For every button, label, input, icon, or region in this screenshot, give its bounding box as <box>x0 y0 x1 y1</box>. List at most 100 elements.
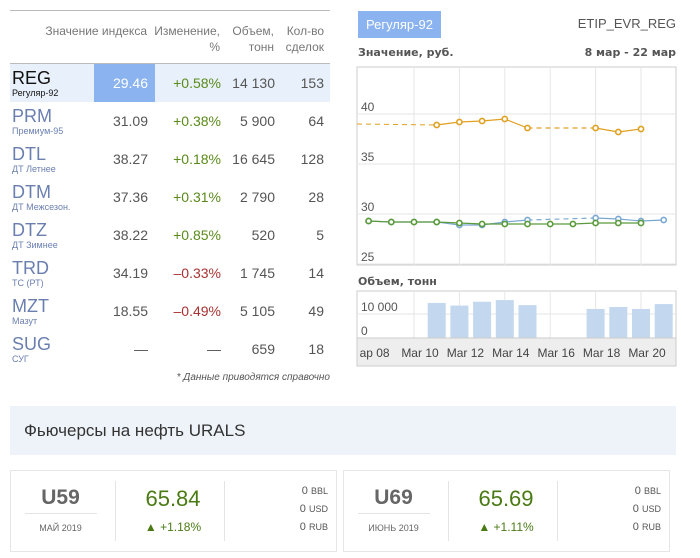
change-value: +0.58% <box>173 75 221 91</box>
index-value: 31.09 <box>112 113 148 129</box>
data-point-blue <box>660 216 668 224</box>
product-name: ТС (РТ) <box>12 278 44 288</box>
x-tick-label: Mar 18 <box>583 346 621 360</box>
data-point-green <box>501 220 509 228</box>
volume-value: 520 <box>251 227 275 243</box>
data-point-green <box>387 218 395 226</box>
contract-code: U69 <box>374 486 413 509</box>
change-value: +0.18% <box>173 151 221 167</box>
contract-price: 65.84 <box>145 486 201 511</box>
divider <box>25 513 97 514</box>
data-point-orange <box>637 125 645 133</box>
series-dash <box>356 123 437 126</box>
contract-price: 65.69 <box>478 486 534 511</box>
contract-change: ▲ +1.18% <box>144 520 202 534</box>
index-table: Значение индекса Изменение, % Объем, тон… <box>10 10 330 368</box>
volume-value: 5 105 <box>239 303 275 319</box>
contract-month: МАЙ 2019 <box>39 523 82 533</box>
data-point-green <box>478 220 486 228</box>
x-tick-label: ар 08 <box>360 346 390 360</box>
series-segment-green <box>459 222 483 225</box>
data-point-green <box>433 218 441 226</box>
series-segment-blue <box>595 217 619 220</box>
change-value: +0.38% <box>173 113 221 129</box>
product-code[interactable]: SUG <box>12 334 52 354</box>
product-code[interactable]: MZT <box>12 296 49 316</box>
product-code[interactable]: DTL <box>12 144 47 164</box>
product-code[interactable]: REG <box>12 68 52 88</box>
change-value: –0.33% <box>173 265 221 281</box>
product-code[interactable]: DTZ <box>12 220 47 240</box>
data-point-green <box>569 220 577 228</box>
deals-value: 28 <box>308 189 324 205</box>
product-name: ДТ Зимнее <box>12 240 58 250</box>
table-row-trd[interactable]: TRD ТС (РТ) 34.19 –0.33% 1 745 14 <box>10 254 330 292</box>
product-name: Мазут <box>12 316 38 326</box>
y-tick-label: 40 <box>361 100 375 114</box>
data-point-green <box>455 219 463 227</box>
index-value: 38.27 <box>112 151 148 167</box>
table-row-prm[interactable]: PRM Премиум-95 31.09 +0.38% 5 900 64 <box>10 102 330 140</box>
y-tick-label: 25 <box>361 250 375 264</box>
volume-bar <box>609 307 628 338</box>
series-segment-blue <box>640 219 664 222</box>
series-segment-green <box>368 220 392 223</box>
x-tick-label: Mar 20 <box>628 346 666 360</box>
table-row-dtm[interactable]: DTM ДТ Межсезон. 37.36 +0.31% 2 790 28 <box>10 178 330 216</box>
table-row-dtz[interactable]: DTZ ДТ Зимнее 38.22 +0.85% 520 5 <box>10 216 330 254</box>
divider <box>358 513 430 514</box>
volume-bar <box>654 304 673 338</box>
data-point-green <box>524 220 531 228</box>
header-deals: Кол-во сделок <box>285 24 324 54</box>
product-badge: Регуляр-92 <box>358 11 441 38</box>
volume-value: 2 790 <box>239 189 275 205</box>
data-point-green <box>546 220 554 228</box>
deals-value: 49 <box>308 303 324 319</box>
index-value: 37.36 <box>112 189 148 205</box>
table-row-reg[interactable]: REG Регуляр-92 29.46 +0.58% 14 130 153 <box>10 64 330 102</box>
product-code[interactable]: DTM <box>12 182 51 202</box>
product-code[interactable]: PRM <box>12 106 52 126</box>
change-value: +0.31% <box>173 189 221 205</box>
data-point-orange <box>592 124 599 132</box>
x-tick-label: Mar 12 <box>447 346 485 360</box>
volume-tick-label: 0 <box>361 324 368 338</box>
series-segment-orange <box>482 118 505 122</box>
product-name: Премиум-95 <box>12 126 64 136</box>
product-code[interactable]: TRD <box>12 258 49 278</box>
product-name: ДТ Межсезон. <box>12 202 71 212</box>
data-point-orange <box>501 115 509 123</box>
balance-usd: 0 USD <box>299 503 328 515</box>
series-segment-orange <box>436 121 460 126</box>
product-name: ДТ Летнее <box>12 164 56 174</box>
table-row-sug[interactable]: SUG СУГ — — 659 18 <box>10 330 330 368</box>
futures-card-u59[interactable]: U59 МАЙ 2019 65.84 ▲ +1.18% 0 BBL 0 USD 0 … <box>10 470 337 552</box>
series-segment-blue <box>504 219 528 223</box>
header-volume: Объем, тонн <box>232 24 274 54</box>
change-value: — <box>207 341 221 357</box>
index-value: 34.19 <box>112 265 148 281</box>
deals-value: 128 <box>300 151 324 167</box>
change-value: –0.49% <box>173 303 221 319</box>
volume-bar <box>495 300 514 338</box>
value-chart-label: Значение, руб. <box>358 46 454 59</box>
futures-card-u69[interactable]: U69 ИЮНЬ 2019 65.69 ▲ +1.11% 0 BBL 0 USD 0… <box>343 470 670 552</box>
series-segment-orange <box>595 127 619 133</box>
deals-value: 14 <box>308 265 324 281</box>
table-row-dtl[interactable]: DTL ДТ Летнее 38.27 +0.18% 16 645 128 <box>10 140 330 178</box>
x-axis-navigator <box>356 337 677 367</box>
header-change: Изменение, % <box>154 24 220 54</box>
index-value: 18.55 <box>112 303 148 319</box>
volume-value: 1 745 <box>239 265 275 281</box>
data-point-orange <box>524 124 531 132</box>
deals-value: 153 <box>300 75 324 91</box>
date-range: 8 мар - 22 мар <box>584 46 676 59</box>
y-tick-label: 30 <box>361 200 375 214</box>
deals-value: 18 <box>308 341 324 357</box>
series-segment-orange <box>504 118 528 129</box>
table-row-mzt[interactable]: MZT Мазут 18.55 –0.49% 5 105 49 <box>10 292 330 330</box>
x-tick-label: Mar 10 <box>401 346 439 360</box>
volume-bar <box>586 308 605 338</box>
price-volume-chart[interactable]: 25 30 35 40 0 10 000 ар 08 Mar 10 Mar 12 Mar 14 Ma… <box>0 0 700 380</box>
volume-bar <box>473 301 492 338</box>
